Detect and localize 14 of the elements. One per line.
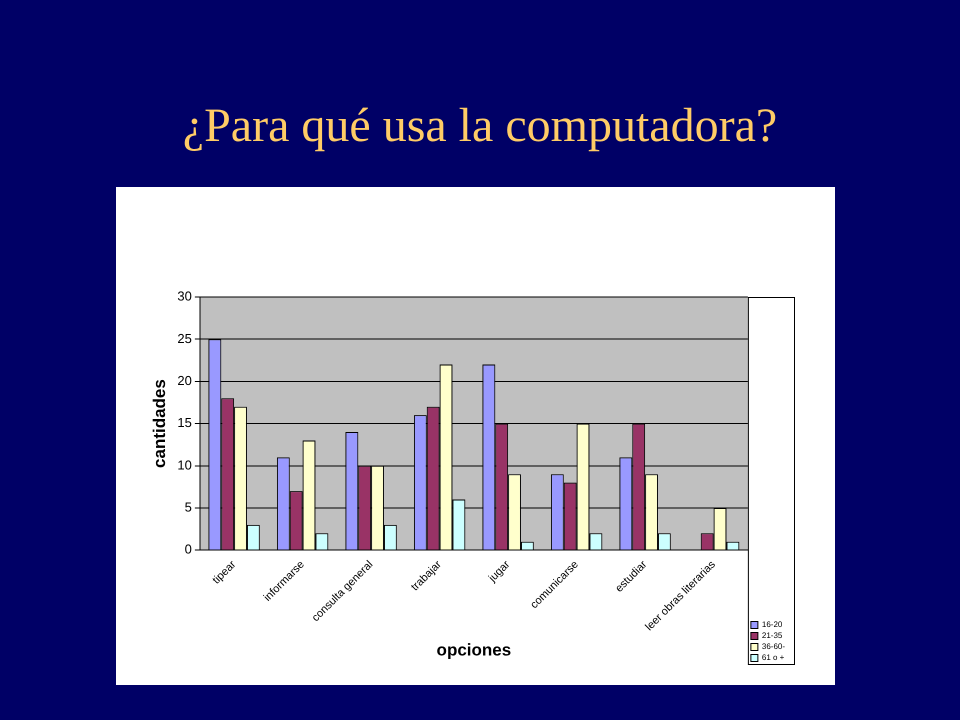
x-axis-title: opciones [436, 640, 512, 660]
y-tick-label: 5 [184, 500, 192, 515]
legend-label: 16-20 [762, 620, 783, 630]
y-axis-title: cantidades [150, 379, 169, 468]
legend-label: 61 o + [762, 653, 785, 662]
legend-label: 21-35 [762, 631, 783, 640]
y-tick-label: 15 [177, 415, 192, 430]
y-tick-label: 30 [177, 288, 192, 304]
legend-label: 36-60- [762, 642, 786, 652]
y-tick-label: 25 [177, 330, 192, 346]
y-tick-label: 20 [177, 372, 192, 388]
y-tick-label: 0 [184, 542, 192, 557]
chart-title: ¿Para qué usa la computadora? [182, 98, 778, 153]
y-tick-label: 10 [177, 457, 192, 472]
